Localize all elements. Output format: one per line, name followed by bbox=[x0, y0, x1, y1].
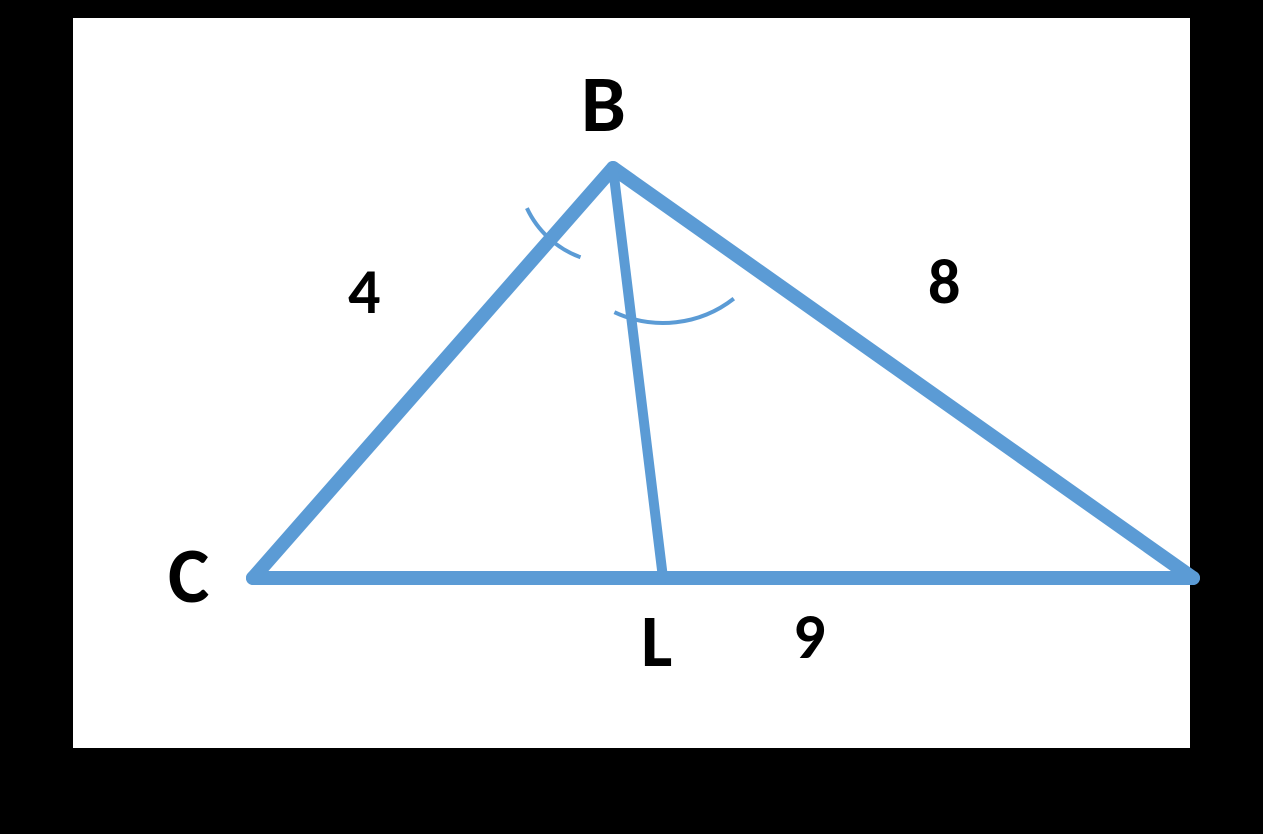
point-label-L: L bbox=[641, 596, 672, 686]
vertex-label-A: A bbox=[1203, 528, 1250, 623]
segment-length-LA: 9 bbox=[793, 598, 825, 676]
side-length-BC: 4 bbox=[348, 253, 380, 331]
triangle-svg bbox=[0, 0, 1263, 834]
side-length-BA: 8 bbox=[928, 243, 960, 321]
vertex-label-C: C bbox=[168, 528, 209, 623]
vertex-label-B: B bbox=[581, 56, 626, 153]
